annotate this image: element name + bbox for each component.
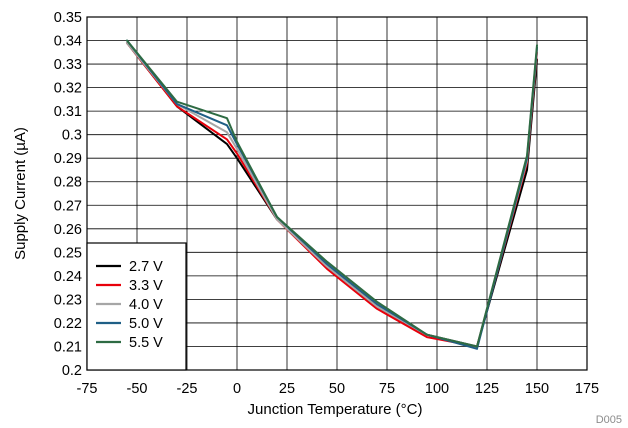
series-line-3-3-V (126, 41, 538, 348)
x-tick-label: 175 (575, 381, 599, 397)
y-tick-label: 0.29 (54, 151, 82, 167)
y-tick-label: 0.22 (54, 316, 82, 332)
x-tick-label: 50 (329, 381, 345, 397)
x-tick-label: 25 (279, 381, 295, 397)
y-tick-label: 0.32 (54, 81, 82, 97)
y-tick-label: 0.35 (54, 10, 82, 26)
y-tick-labels: 0.2 0.21 0.22 0.23 0.24 0.25 0.26 0.27 0.28 0.29 0… (54, 10, 82, 379)
figure-code: D005 (596, 414, 622, 426)
y-tick-label: 0.34 (54, 34, 82, 50)
y-tick-label: 0.25 (54, 245, 82, 261)
x-axis-label: Junction Temperature (°C) (248, 401, 423, 418)
x-tick-label: 125 (475, 381, 499, 397)
legend-label: 4.0 V (129, 297, 163, 313)
series-line-2-7-V (126, 41, 538, 348)
x-tick-label: -50 (127, 381, 148, 397)
series-group (126, 39, 538, 350)
x-tick-label: -75 (77, 381, 98, 397)
series-line-5-5-V (126, 39, 538, 348)
y-tick-label: 0.31 (54, 104, 82, 120)
y-tick-label: 0.21 (54, 339, 82, 355)
series-line-4-0-V (126, 41, 538, 348)
legend-label: 3.3 V (129, 278, 163, 294)
legend: 2.7 V 3.3 V 4.0 V 5.0 V 5.5 V (86, 242, 187, 371)
y-tick-label: 0.28 (54, 175, 82, 191)
x-tick-label: 75 (379, 381, 395, 397)
x-tick-label: 150 (525, 381, 549, 397)
y-tick-label: 0.27 (54, 198, 82, 214)
plot-frame (86, 16, 588, 371)
y-axis-label: Supply Current (µA) (12, 127, 29, 260)
y-tick-label: 0.2 (62, 363, 82, 379)
legend-label: 2.7 V (129, 259, 163, 275)
series-line-5-0-V (126, 39, 538, 350)
legend-box (86, 242, 187, 371)
x-tick-labels: -75 -50 -25 0 25 50 75 100 125 150 175 (77, 381, 600, 397)
x-tick-label: -25 (177, 381, 198, 397)
legend-label: 5.0 V (129, 316, 163, 332)
y-tick-label: 0.3 (62, 128, 82, 144)
x-tick-label: 0 (233, 381, 241, 397)
y-tick-label: 0.33 (54, 57, 82, 73)
x-tick-label: 100 (425, 381, 449, 397)
y-tick-label: 0.26 (54, 222, 82, 238)
y-tick-label: 0.23 (54, 292, 82, 308)
legend-label: 5.5 V (129, 335, 163, 351)
y-tick-label: 0.24 (54, 269, 82, 285)
